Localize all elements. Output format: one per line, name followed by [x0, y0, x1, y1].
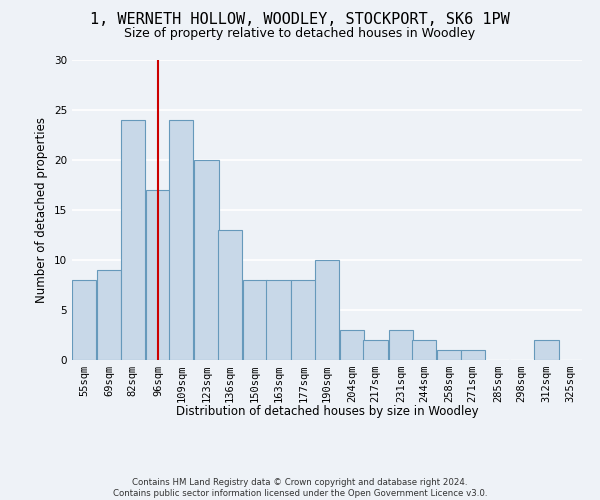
Bar: [194, 160, 218, 360]
Bar: [292, 280, 316, 360]
Bar: [146, 190, 170, 360]
Bar: [389, 330, 413, 360]
Text: 1, WERNETH HOLLOW, WOODLEY, STOCKPORT, SK6 1PW: 1, WERNETH HOLLOW, WOODLEY, STOCKPORT, S…: [90, 12, 510, 28]
Text: Size of property relative to detached houses in Woodley: Size of property relative to detached ho…: [124, 28, 476, 40]
Bar: [218, 230, 242, 360]
Bar: [437, 350, 461, 360]
Bar: [169, 120, 193, 360]
Bar: [535, 340, 559, 360]
Bar: [121, 120, 145, 360]
Bar: [243, 280, 267, 360]
Y-axis label: Number of detached properties: Number of detached properties: [35, 117, 49, 303]
Bar: [340, 330, 364, 360]
X-axis label: Distribution of detached houses by size in Woodley: Distribution of detached houses by size …: [176, 405, 478, 418]
Text: 1 WERNETH HOLLOW: 103sqm
← 30% of detached houses are smaller (46)
69% of semi-d: 1 WERNETH HOLLOW: 103sqm ← 30% of detach…: [0, 499, 1, 500]
Bar: [315, 260, 339, 360]
Text: Contains HM Land Registry data © Crown copyright and database right 2024.
Contai: Contains HM Land Registry data © Crown c…: [113, 478, 487, 498]
Bar: [412, 340, 436, 360]
Bar: [266, 280, 290, 360]
Bar: [97, 270, 121, 360]
Bar: [364, 340, 388, 360]
Bar: [72, 280, 96, 360]
Bar: [461, 350, 485, 360]
